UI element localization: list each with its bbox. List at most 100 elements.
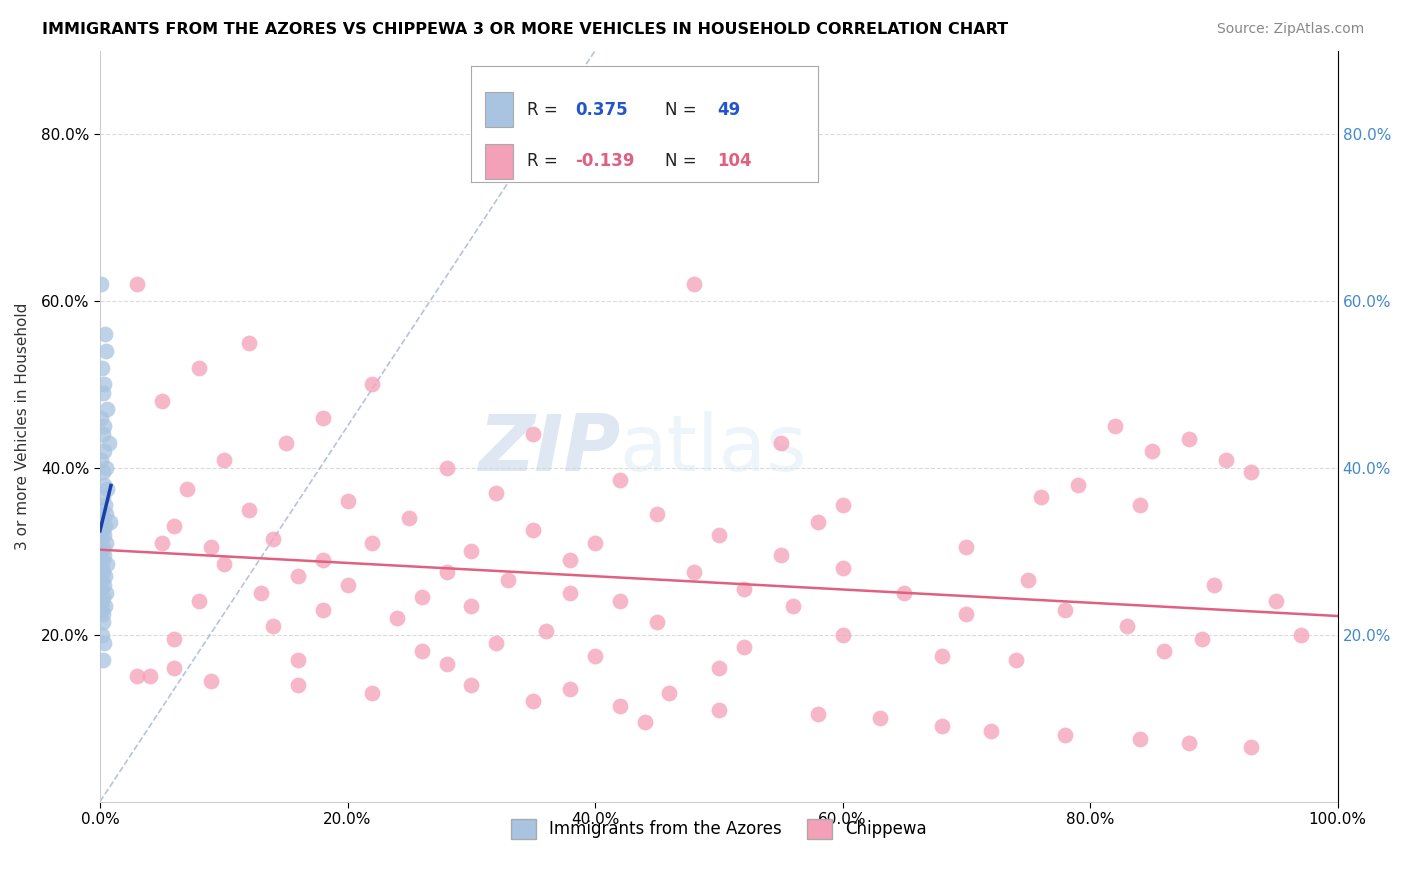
Point: [90, 360, 112, 375]
Point: [91, 490, 114, 504]
Point: [238, 335, 260, 350]
Point: [955, 540, 977, 554]
Text: atlas: atlas: [620, 410, 807, 487]
Point: [1054, 728, 1077, 742]
Point: [498, 574, 520, 588]
Point: [522, 524, 544, 538]
Point: [163, 519, 186, 533]
Point: [93, 477, 115, 491]
Point: [1215, 452, 1237, 467]
Point: [645, 507, 668, 521]
Point: [188, 594, 211, 608]
Point: [1140, 444, 1163, 458]
Point: [90, 532, 112, 546]
Point: [436, 460, 458, 475]
Point: [200, 540, 222, 554]
Point: [782, 599, 804, 613]
Point: [188, 360, 211, 375]
Point: [94, 499, 117, 513]
Point: [1191, 632, 1213, 646]
Point: [1202, 577, 1225, 591]
Point: [91, 574, 114, 588]
Point: [460, 599, 482, 613]
Point: [93, 444, 115, 458]
Point: [831, 499, 853, 513]
Point: [250, 586, 273, 600]
Point: [163, 632, 186, 646]
Point: [312, 602, 335, 616]
Point: [138, 669, 160, 683]
Point: [683, 277, 706, 292]
Point: [1054, 602, 1077, 616]
Point: [609, 594, 631, 608]
Point: [94, 519, 117, 533]
Point: [91, 540, 114, 554]
Point: [93, 419, 115, 434]
Point: [560, 681, 582, 696]
Point: [91, 385, 114, 400]
Point: [931, 648, 953, 663]
Point: [411, 590, 433, 604]
Point: [96, 557, 118, 571]
Point: [90, 594, 112, 608]
Point: [436, 565, 458, 579]
Point: [90, 582, 112, 596]
Point: [93, 599, 115, 613]
Point: [1178, 736, 1201, 750]
Point: [163, 661, 186, 675]
Point: [869, 711, 891, 725]
Point: [212, 557, 235, 571]
Point: [96, 586, 118, 600]
Point: [707, 703, 730, 717]
Point: [398, 511, 420, 525]
Point: [683, 565, 706, 579]
Point: [312, 552, 335, 566]
Point: [127, 277, 149, 292]
Text: IMMIGRANTS FROM THE AZORES VS CHIPPEWA 3 OR MORE VEHICLES IN HOUSEHOLD CORRELATI: IMMIGRANTS FROM THE AZORES VS CHIPPEWA 3…: [42, 22, 1008, 37]
Point: [336, 494, 359, 508]
Point: [93, 527, 115, 541]
Text: Source: ZipAtlas.com: Source: ZipAtlas.com: [1216, 22, 1364, 37]
Point: [287, 678, 309, 692]
Point: [91, 615, 114, 630]
Point: [633, 715, 655, 730]
Point: [90, 544, 112, 558]
Point: [96, 482, 118, 496]
Point: [90, 410, 112, 425]
Point: [980, 723, 1002, 738]
Point: [733, 640, 755, 655]
Point: [1153, 644, 1175, 658]
Point: [91, 590, 114, 604]
Point: [90, 502, 112, 516]
Point: [150, 536, 173, 550]
Point: [460, 544, 482, 558]
Point: [955, 607, 977, 621]
Point: [94, 536, 117, 550]
Point: [609, 698, 631, 713]
Point: [96, 507, 118, 521]
Point: [831, 561, 853, 575]
Point: [312, 410, 335, 425]
Point: [212, 452, 235, 467]
Point: [645, 615, 668, 630]
Point: [93, 377, 115, 392]
Point: [1067, 477, 1090, 491]
Point: [769, 549, 792, 563]
Point: [90, 561, 112, 575]
Text: ZIP: ZIP: [478, 410, 620, 487]
Point: [90, 628, 112, 642]
Point: [274, 435, 297, 450]
Point: [1178, 432, 1201, 446]
Point: [93, 549, 115, 563]
Point: [411, 644, 433, 658]
Point: [238, 502, 260, 516]
Point: [96, 344, 118, 359]
Point: [336, 577, 359, 591]
Point: [262, 532, 284, 546]
Point: [560, 552, 582, 566]
Point: [1029, 490, 1052, 504]
Point: [1129, 731, 1152, 746]
Point: [522, 427, 544, 442]
Point: [769, 435, 792, 450]
Point: [807, 515, 830, 529]
